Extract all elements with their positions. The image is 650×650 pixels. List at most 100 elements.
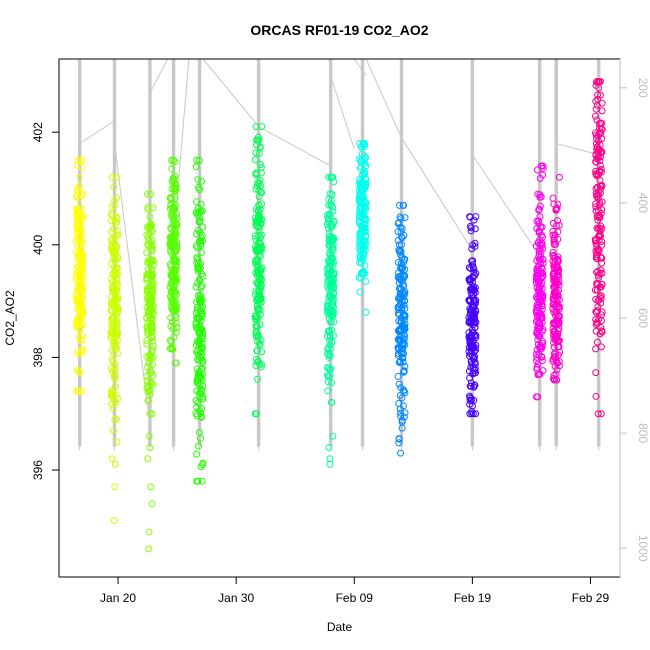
data-point-rf08 — [358, 193, 366, 201]
outlier-point-rf07 — [325, 444, 333, 451]
data-point-rf09 — [395, 380, 403, 388]
data-point-rf02 — [111, 269, 119, 277]
data-point-rf05 — [199, 395, 207, 403]
data-point-rf08 — [359, 201, 367, 209]
data-point-rf12 — [554, 351, 562, 359]
data-point-rf06 — [253, 305, 261, 313]
data-point-rf05 — [199, 358, 207, 366]
data-point-rf06 — [252, 256, 260, 264]
data-point-rf03 — [143, 384, 151, 392]
outlier-point-rf07 — [329, 432, 337, 440]
data-point-rf01 — [78, 345, 86, 353]
track-line-4 — [202, 58, 259, 127]
data-point-rf09 — [397, 409, 405, 417]
data-point-rf05 — [193, 477, 201, 485]
data-point-rf13 — [593, 145, 601, 153]
data-point-rf01 — [79, 253, 87, 261]
data-point-rf04 — [173, 323, 181, 331]
data-point-rf13 — [597, 253, 605, 261]
data-point-rf04 — [170, 247, 178, 255]
data-point-rf05 — [194, 399, 202, 407]
data-point-rf10 — [465, 264, 473, 272]
data-point-rf05 — [192, 230, 200, 238]
data-point-rf03 — [148, 347, 156, 355]
data-point-rf05 — [198, 405, 206, 413]
data-point-rf06 — [257, 163, 265, 171]
data-point-rf08 — [362, 216, 370, 224]
data-point-rf13 — [594, 307, 602, 315]
data-point-rf02 — [107, 275, 115, 283]
data-point-rf11 — [539, 162, 547, 170]
data-point-rf01 — [72, 212, 80, 220]
data-point-rf09 — [395, 346, 403, 353]
data-point-rf01 — [75, 367, 83, 375]
data-point-rf13 — [598, 254, 606, 262]
data-point-rf07 — [324, 301, 332, 309]
data-point-rf12 — [550, 271, 558, 279]
data-point-rf08 — [359, 240, 367, 248]
data-point-rf13 — [592, 105, 600, 113]
data-point-rf04 — [166, 260, 174, 268]
data-point-rf04 — [166, 194, 174, 202]
data-point-rf12 — [551, 289, 559, 297]
data-point-rf11 — [535, 206, 543, 214]
data-point-rf09 — [397, 318, 405, 326]
data-point-rf09 — [400, 413, 408, 421]
data-point-rf12 — [549, 227, 557, 235]
data-point-rf13 — [596, 78, 604, 86]
data-point-rf07 — [330, 269, 338, 277]
outlier-point-rf03 — [147, 483, 155, 491]
data-point-rf10 — [469, 263, 477, 271]
data-point-rf13 — [592, 190, 600, 198]
data-point-rf05 — [197, 284, 205, 292]
data-point-rf13 — [598, 99, 606, 107]
data-point-rf09 — [396, 213, 404, 221]
data-point-rf02 — [114, 349, 122, 357]
data-point-rf07 — [328, 173, 336, 181]
data-point-rf06 — [255, 214, 263, 222]
data-point-rf06 — [255, 288, 263, 296]
data-point-rf06 — [251, 156, 259, 164]
data-point-rf04 — [169, 288, 177, 296]
data-point-rf09 — [398, 394, 406, 402]
data-point-rf05 — [192, 163, 200, 171]
data-point-rf05 — [198, 325, 206, 333]
data-point-rf07 — [323, 371, 331, 379]
data-point-rf05 — [197, 385, 205, 393]
data-point-rf06 — [253, 347, 261, 355]
data-point-rf05 — [193, 254, 201, 262]
data-point-rf09 — [398, 241, 406, 249]
outlier-point-rf02 — [113, 438, 121, 446]
data-point-rf10 — [472, 269, 480, 277]
data-point-rf04 — [170, 266, 178, 274]
outlier-point-rf02 — [111, 460, 119, 468]
data-point-rf09 — [397, 349, 405, 357]
data-point-rf03 — [149, 282, 157, 290]
data-point-rf02 — [113, 265, 121, 273]
data-point-rf04 — [166, 242, 174, 250]
data-point-rf04 — [167, 314, 175, 322]
data-point-rf06 — [252, 149, 260, 157]
data-point-rf13 — [596, 185, 604, 193]
data-point-rf06 — [257, 188, 265, 196]
data-point-rf06 — [258, 123, 266, 131]
data-point-rf08 — [358, 229, 366, 237]
data-point-rf13 — [593, 319, 601, 327]
data-point-rf10 — [466, 410, 474, 418]
data-point-rf11 — [535, 303, 543, 311]
data-point-rf11 — [538, 233, 546, 241]
data-point-rf03 — [143, 377, 151, 385]
data-point-rf13 — [595, 232, 603, 240]
data-point-rf12 — [550, 376, 558, 384]
data-point-rf01 — [74, 387, 82, 395]
data-point-rf13 — [597, 292, 605, 300]
data-point-rf03 — [148, 361, 156, 368]
data-point-rf12 — [549, 231, 557, 239]
data-point-rf02 — [113, 331, 121, 339]
data-point-rf07 — [324, 345, 332, 353]
data-point-rf09 — [394, 372, 402, 380]
track-line-2 — [149, 58, 169, 94]
data-point-rf10 — [467, 314, 475, 322]
data-points-layer — [72, 78, 606, 553]
data-point-rf03 — [149, 342, 157, 350]
